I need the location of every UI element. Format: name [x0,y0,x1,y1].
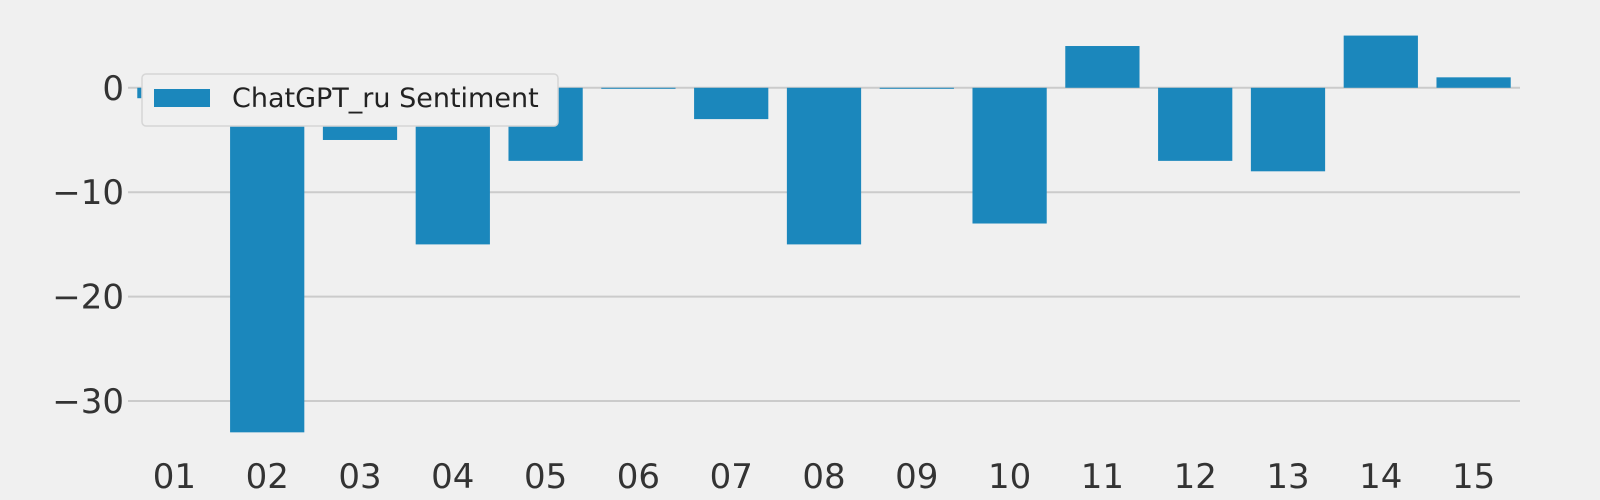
bar-02 [230,87,305,433]
bar-06 [601,87,676,89]
legend-label: ChatGPT_ru Sentiment [232,83,539,114]
x-tick-label: 05 [524,457,567,497]
x-tick-label: 09 [895,457,938,497]
x-tick-label: 14 [1359,457,1402,497]
x-tick-label: 13 [1266,457,1309,497]
x-tick-label: 02 [246,457,289,497]
legend-box [141,73,559,127]
bar-12 [1158,87,1233,161]
bar-14 [1343,35,1418,88]
y-tick-label: −10 [52,173,124,213]
bar-13 [1250,87,1326,172]
x-tick-label: 10 [988,457,1031,497]
bar-11 [1065,46,1140,88]
x-tick-label: 15 [1452,457,1495,497]
x-tick-label: 04 [431,457,474,497]
bar-09 [879,87,954,89]
bar-07 [694,87,769,120]
y-axis-ticks: 0 −10 −20 −30 [52,69,124,422]
x-tick-label: 06 [617,457,660,497]
legend-swatch [154,89,210,107]
bar-08 [786,87,862,245]
x-axis-ticks: 01 02 03 04 05 06 07 08 09 10 11 12 13 14 15 [153,457,1495,497]
x-tick-label: 12 [1174,457,1217,497]
x-tick-label: 08 [802,457,845,497]
bar-15 [1436,77,1511,88]
y-tick-label: −20 [52,278,124,318]
y-tick-label: −30 [52,382,124,422]
x-tick-label: 01 [153,457,196,497]
x-tick-label: 11 [1081,457,1124,497]
bar-10 [972,87,1047,224]
x-tick-label: 07 [710,457,753,497]
y-tick-label: 0 [102,69,124,109]
x-tick-label: 03 [338,457,381,497]
legend: ChatGPT_ru Sentiment [141,73,559,127]
